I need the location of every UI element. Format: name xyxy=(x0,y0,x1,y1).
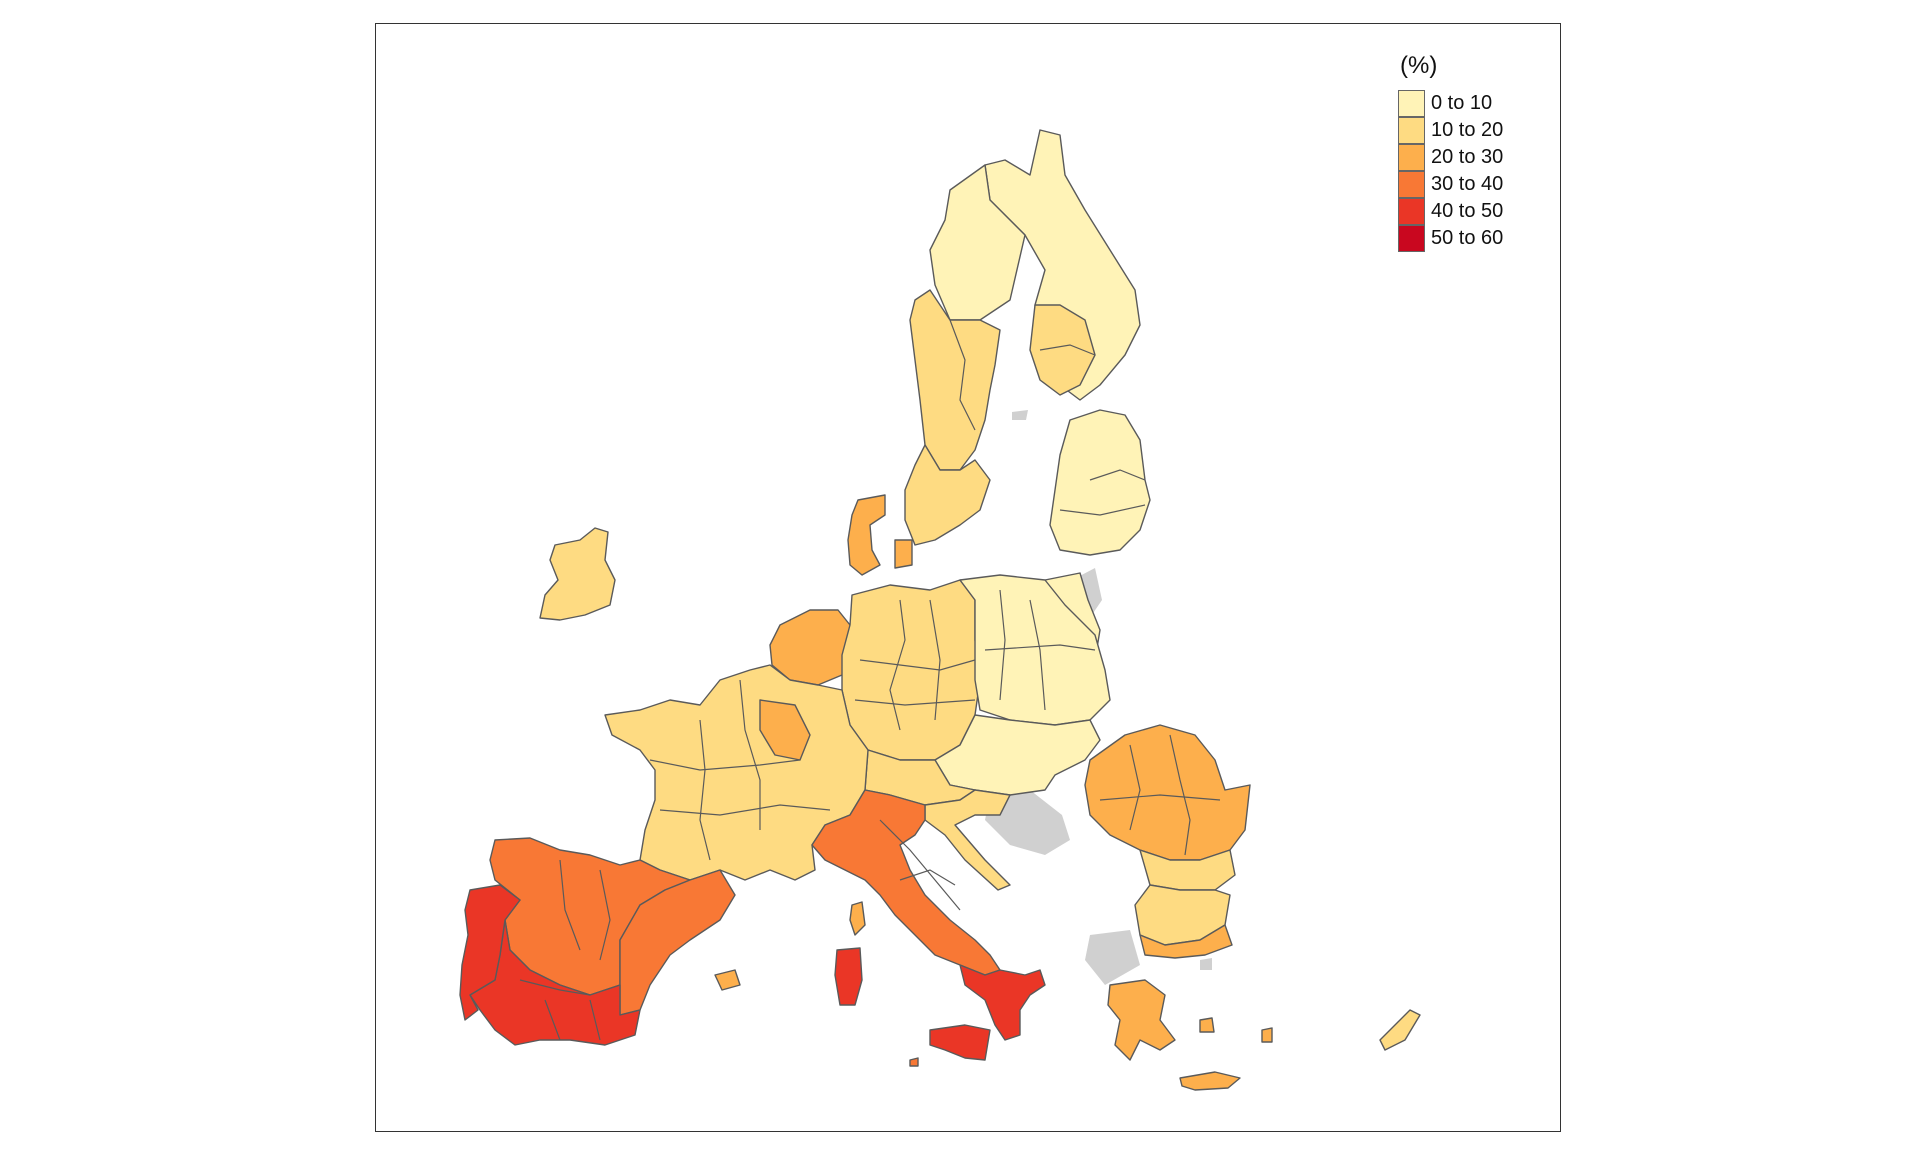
legend-row: 40 to 50 xyxy=(1398,198,1503,225)
region-polygons xyxy=(459,129,1421,1091)
legend-label: 30 to 40 xyxy=(1431,173,1504,195)
region-ireland xyxy=(539,527,616,621)
legend-swatch xyxy=(1398,144,1425,171)
map-legend: (%) 0 to 10 10 to 20 20 to 30 30 to 40 40 to… xyxy=(1398,52,1503,252)
legend-row: 30 to 40 xyxy=(1398,171,1503,198)
legend-title: (%) xyxy=(1400,52,1438,79)
region-aegean-island-1 xyxy=(1199,1017,1215,1033)
legend-label: 10 to 20 xyxy=(1431,119,1504,141)
region-croatia xyxy=(924,789,1011,891)
region-portugal xyxy=(459,884,521,1021)
legend-swatch xyxy=(1398,117,1425,144)
region-crete xyxy=(1179,1071,1241,1091)
region-italy-south xyxy=(959,964,1046,1041)
legend-label: 20 to 30 xyxy=(1431,146,1504,168)
region-italy-north xyxy=(811,789,1001,976)
region-boundaries xyxy=(519,319,1221,1041)
region-sicily xyxy=(929,1024,991,1061)
region-sardinia xyxy=(834,947,863,1006)
legend-swatch xyxy=(1398,90,1425,117)
legend-swatch xyxy=(1398,225,1425,252)
region-romania xyxy=(1084,724,1251,861)
legend-row: 50 to 60 xyxy=(1398,225,1503,252)
legend-row: 20 to 30 xyxy=(1398,144,1503,171)
legend-rows: 0 to 10 10 to 20 20 to 30 30 to 40 40 to 50 5… xyxy=(1398,90,1503,252)
region-denmark xyxy=(847,494,886,576)
region-greece xyxy=(1107,979,1176,1061)
region-zealand xyxy=(894,539,913,569)
region-cyprus xyxy=(1379,1009,1421,1051)
region-corsica xyxy=(849,901,866,936)
region-malta xyxy=(909,1057,919,1067)
legend-row: 10 to 20 xyxy=(1398,117,1503,144)
region-sweden-north xyxy=(909,289,1001,471)
region-finland-south xyxy=(1049,409,1151,556)
region-balearic xyxy=(714,969,741,991)
region-aegean-island-2 xyxy=(1261,1027,1273,1043)
region-germany xyxy=(841,579,981,761)
legend-label: 0 to 10 xyxy=(1431,92,1493,114)
region-thrace xyxy=(1139,924,1233,959)
legend-label: 50 to 60 xyxy=(1431,227,1504,249)
region-finland-west xyxy=(1029,304,1096,396)
legend-row: 0 to 10 xyxy=(1398,90,1503,117)
region-sweden-south xyxy=(904,444,991,546)
legend-swatch xyxy=(1398,171,1425,198)
legend-label: 40 to 50 xyxy=(1431,200,1504,222)
legend-swatch xyxy=(1398,198,1425,225)
